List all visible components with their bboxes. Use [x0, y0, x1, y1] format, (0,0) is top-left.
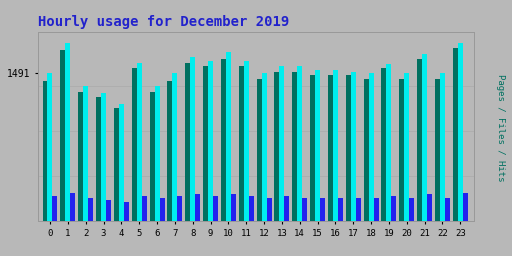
Text: Hourly usage for December 2019: Hourly usage for December 2019 [38, 15, 290, 29]
Bar [381, 68, 387, 221]
Bar [231, 194, 236, 221]
Bar [142, 196, 146, 221]
Bar [409, 198, 414, 221]
Bar [249, 196, 253, 221]
Bar [124, 201, 129, 221]
Bar [284, 196, 289, 221]
Bar [101, 93, 106, 221]
Bar [387, 65, 391, 221]
Bar [226, 52, 231, 221]
Bar [404, 73, 409, 221]
Bar [208, 61, 213, 221]
Bar [221, 59, 226, 221]
Bar [297, 66, 302, 221]
Bar [292, 72, 297, 221]
Bar [320, 198, 325, 221]
Bar [114, 108, 119, 221]
Bar [244, 61, 249, 221]
Bar [302, 198, 307, 221]
Text: Pages / Files / Hits: Pages / Files / Hits [496, 74, 505, 182]
Bar [267, 198, 271, 221]
Bar [195, 194, 200, 221]
Bar [417, 59, 422, 221]
Bar [83, 86, 88, 221]
Bar [48, 73, 53, 221]
Bar [60, 50, 66, 221]
Bar [351, 72, 356, 221]
Bar [333, 70, 338, 221]
Bar [167, 81, 173, 221]
Bar [239, 66, 244, 221]
Bar [173, 73, 177, 221]
Bar [280, 66, 284, 221]
Bar [203, 66, 208, 221]
Bar [53, 196, 57, 221]
Bar [374, 198, 378, 221]
Bar [369, 73, 374, 221]
Bar [70, 193, 75, 221]
Bar [78, 92, 83, 221]
Bar [356, 198, 360, 221]
Bar [364, 79, 369, 221]
Bar [137, 63, 142, 221]
Bar [328, 75, 333, 221]
Bar [160, 198, 164, 221]
Bar [155, 86, 160, 221]
Bar [458, 43, 463, 221]
Bar [119, 104, 124, 221]
Bar [88, 198, 93, 221]
Bar [453, 48, 458, 221]
Bar [274, 72, 280, 221]
Bar [391, 196, 396, 221]
Bar [96, 97, 101, 221]
Bar [106, 200, 111, 221]
Bar [427, 194, 432, 221]
Bar [42, 81, 48, 221]
Bar [463, 193, 468, 221]
Bar [440, 73, 445, 221]
Bar [422, 54, 427, 221]
Bar [150, 92, 155, 221]
Bar [262, 73, 267, 221]
Bar [66, 43, 70, 221]
Bar [190, 57, 195, 221]
Bar [177, 196, 182, 221]
Bar [185, 63, 190, 221]
Bar [213, 196, 218, 221]
Bar [132, 68, 137, 221]
Bar [445, 198, 450, 221]
Bar [338, 198, 343, 221]
Bar [346, 75, 351, 221]
Bar [399, 79, 404, 221]
Bar [310, 75, 315, 221]
Bar [315, 70, 320, 221]
Bar [257, 79, 262, 221]
Bar [435, 79, 440, 221]
